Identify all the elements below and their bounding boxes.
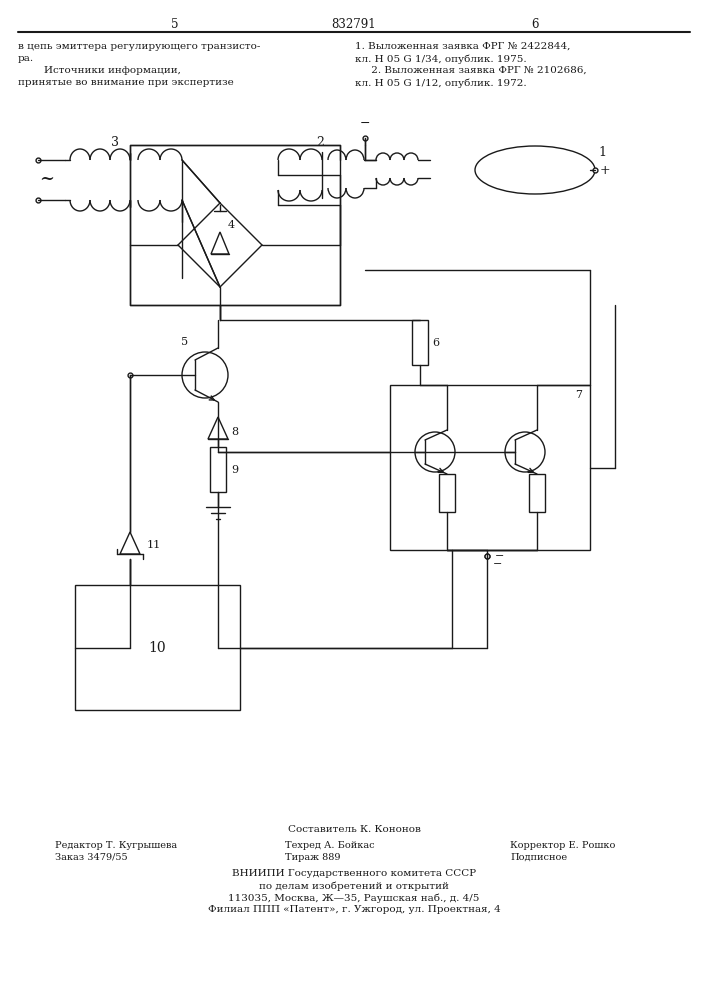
- Text: ВНИИПИ Государственного комитета СССР: ВНИИПИ Государственного комитета СССР: [232, 869, 476, 879]
- Text: 8: 8: [231, 427, 238, 437]
- Text: ~: ~: [40, 170, 54, 188]
- Text: по делам изобретений и открытий: по делам изобретений и открытий: [259, 881, 449, 891]
- Text: −: −: [360, 117, 370, 130]
- Text: 6: 6: [432, 338, 439, 348]
- Text: Корректор Е. Рошко: Корректор Е. Рошко: [510, 840, 615, 850]
- Text: −: −: [495, 551, 504, 561]
- Bar: [75, 585, 240, 710]
- Bar: [529, 474, 545, 512]
- Text: принятые во внимание при экспертизе: принятые во внимание при экспертизе: [18, 78, 234, 87]
- Text: 5: 5: [171, 18, 179, 31]
- Text: Подписное: Подписное: [510, 852, 567, 861]
- Text: кл. Н 05 G 1/34, опублик. 1975.: кл. Н 05 G 1/34, опублик. 1975.: [355, 54, 527, 64]
- Text: ра.: ра.: [18, 54, 34, 63]
- Text: 4: 4: [228, 220, 235, 230]
- Text: Филиал ППП «Патент», г. Ужгород, ул. Проектная, 4: Филиал ППП «Патент», г. Ужгород, ул. Про…: [208, 906, 501, 914]
- Text: 6: 6: [531, 18, 539, 31]
- Text: 2: 2: [316, 135, 324, 148]
- Text: 7: 7: [575, 390, 582, 400]
- Text: 1. Выложенная заявка ФРГ № 2422844,: 1. Выложенная заявка ФРГ № 2422844,: [355, 42, 571, 51]
- Text: 832791: 832791: [332, 18, 376, 31]
- Text: Техред А. Бойкас: Техред А. Бойкас: [285, 840, 375, 850]
- Text: Тираж 889: Тираж 889: [285, 852, 341, 861]
- Text: 11: 11: [147, 540, 161, 550]
- Text: 3: 3: [111, 135, 119, 148]
- Text: 9: 9: [231, 465, 238, 475]
- Text: 10: 10: [148, 641, 166, 655]
- Bar: [130, 145, 340, 305]
- Text: +: +: [600, 163, 611, 176]
- Text: в цепь эмиттера регулирующего транзисто-: в цепь эмиттера регулирующего транзисто-: [18, 42, 260, 51]
- Text: 1: 1: [598, 145, 606, 158]
- Text: Источники информации,: Источники информации,: [18, 66, 181, 75]
- Bar: [390, 385, 590, 550]
- Text: 5: 5: [182, 337, 189, 347]
- Text: Редактор Т. Кугрышева: Редактор Т. Кугрышева: [55, 840, 177, 850]
- Text: 113035, Москва, Ж—35, Раушская наб., д. 4/5: 113035, Москва, Ж—35, Раушская наб., д. …: [228, 893, 479, 903]
- Text: кл. Н 05 G 1/12, опублик. 1972.: кл. Н 05 G 1/12, опублик. 1972.: [355, 78, 527, 88]
- Bar: [412, 320, 428, 365]
- Text: 2. Выложенная заявка ФРГ № 2102686,: 2. Выложенная заявка ФРГ № 2102686,: [355, 66, 587, 75]
- Text: Составитель К. Кононов: Составитель К. Кононов: [288, 826, 421, 834]
- Bar: [210, 447, 226, 492]
- Text: Заказ 3479/55: Заказ 3479/55: [55, 852, 128, 861]
- Bar: [439, 474, 455, 512]
- Text: −: −: [493, 559, 503, 569]
